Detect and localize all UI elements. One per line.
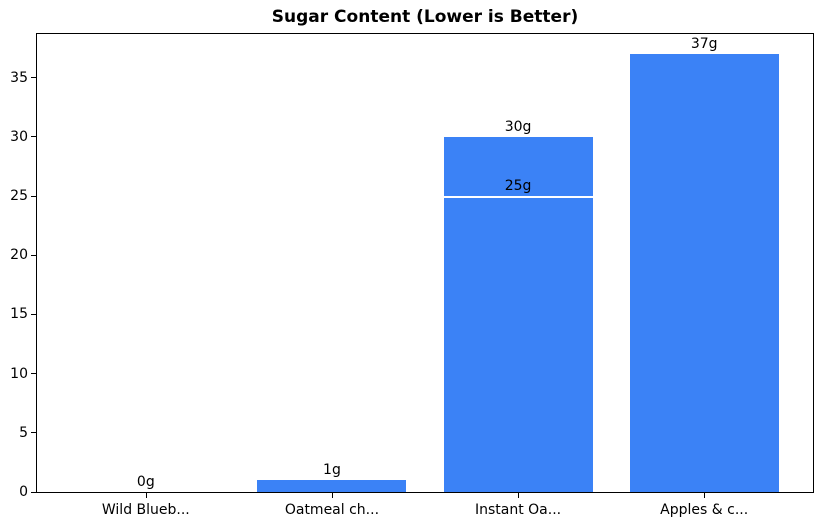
y-tick xyxy=(31,195,36,197)
bar-value-label: 0g xyxy=(136,474,155,490)
x-tick-label: Wild Blueb... xyxy=(101,502,190,518)
x-tick-label: Apples & c... xyxy=(660,502,749,518)
x-tick xyxy=(704,493,706,498)
y-tick xyxy=(31,373,36,375)
plot-area: 0g 1g 30g 25g 37g xyxy=(36,33,814,493)
bar-value-label: 25g xyxy=(504,178,532,195)
x-tick xyxy=(518,493,520,498)
bar-value-label: 37g xyxy=(690,36,718,53)
x-tick-label: Instant Oa... xyxy=(474,502,562,518)
y-tick-label: 20 xyxy=(10,247,28,264)
y-tick-label: 5 xyxy=(19,424,28,441)
chart-title: Sugar Content (Lower is Better) xyxy=(271,7,579,27)
y-tick xyxy=(31,491,36,493)
y-tick-label: 30 xyxy=(10,128,28,145)
x-tick xyxy=(145,493,147,498)
y-tick-label: 15 xyxy=(10,306,28,323)
bar-segment xyxy=(257,480,407,492)
y-tick-label: 25 xyxy=(10,188,28,205)
y-tick xyxy=(31,313,36,315)
y-tick-label: 10 xyxy=(10,365,28,382)
y-tick-label: 35 xyxy=(10,69,28,86)
y-tick-label: 0 xyxy=(19,484,28,500)
bar-segment xyxy=(443,196,593,492)
bar-value-label: 1g xyxy=(323,462,341,479)
x-tick-label: Oatmeal ch... xyxy=(284,502,380,518)
y-tick xyxy=(31,77,36,79)
y-tick xyxy=(31,136,36,138)
bar-value-label: 30g xyxy=(504,118,532,135)
x-tick xyxy=(331,493,333,498)
y-tick xyxy=(31,432,36,434)
y-tick xyxy=(31,254,36,256)
bar-segment xyxy=(629,54,779,492)
